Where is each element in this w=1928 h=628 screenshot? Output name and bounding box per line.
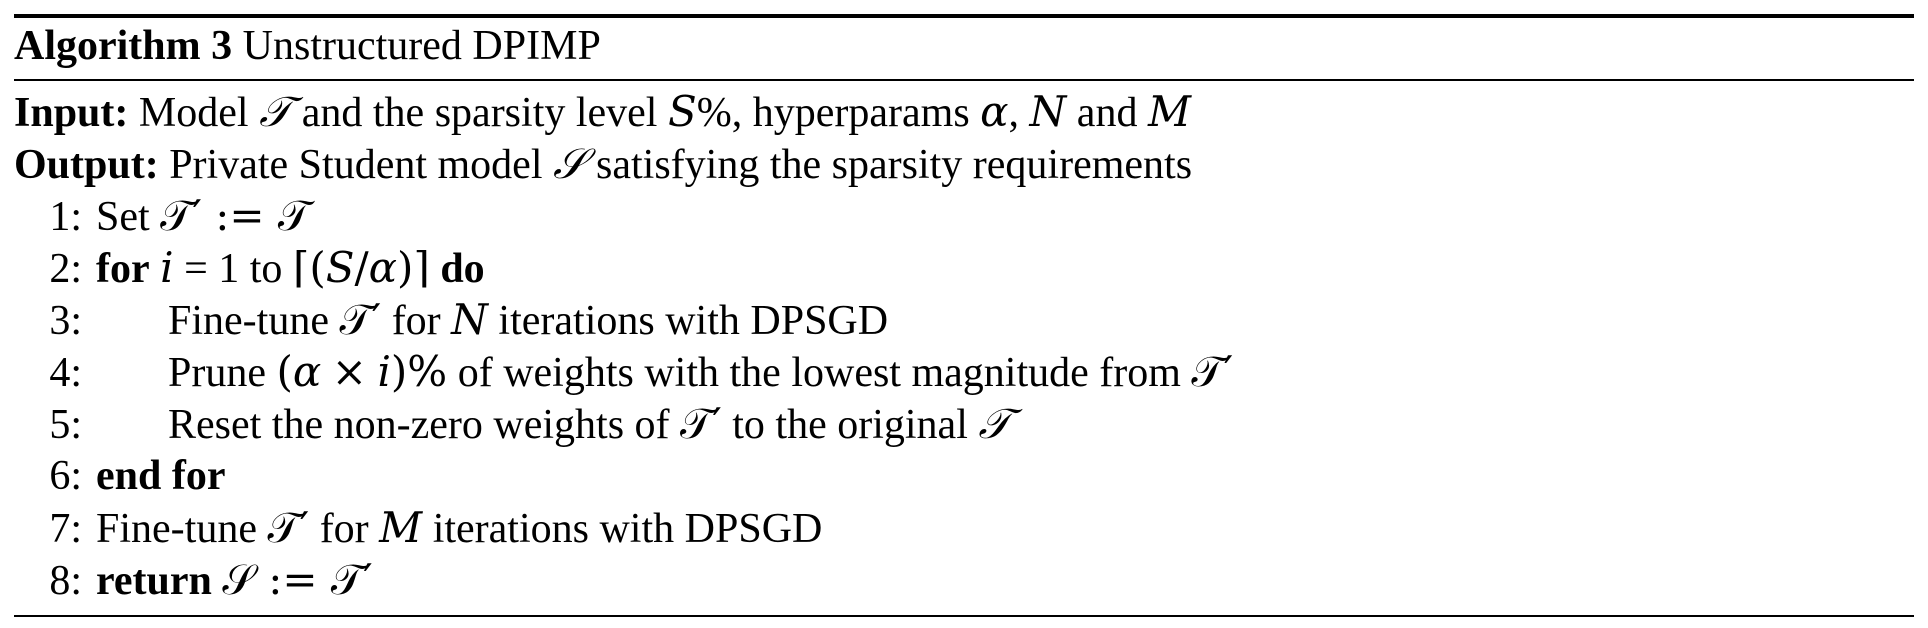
math-i: i (160, 243, 174, 292)
line-text: iterations with DPSGD (432, 506, 823, 552)
input-text: Model (138, 90, 249, 136)
math-alpha: α (292, 347, 322, 396)
math-m: M (1147, 87, 1191, 136)
math-sparsity: S (325, 243, 355, 292)
line-number: 1: (49, 194, 82, 240)
line-text: of weights with the lowest magnitude fro… (457, 350, 1181, 396)
algorithm-line-5: 5: Reset the non-zero weights of 𝒯′ to th… (14, 398, 1011, 451)
line-text: Reset the non-zero weights of (168, 402, 670, 448)
math-slash: / (354, 243, 369, 292)
math-ceil-open: ⌈( (292, 243, 326, 292)
input-label: Input: (14, 90, 129, 136)
caption-rule (14, 79, 1914, 81)
algorithm-label: Algorithm 3 (14, 23, 233, 69)
input-text: , (1008, 90, 1020, 136)
line-number: 2: (49, 246, 82, 292)
algorithm-line-6: 6: end for (14, 450, 226, 502)
line-number: 3: (49, 298, 82, 344)
line-text: Fine-tune (168, 298, 329, 344)
math-paren-close: )% (390, 347, 448, 396)
math-n: N (451, 295, 488, 344)
input-text: and (1076, 90, 1138, 136)
input-line: Input: Model 𝒯 and the sparsity level S%… (14, 86, 1191, 139)
math-teacher-model: 𝒯 (259, 87, 292, 136)
line-text: Prune (168, 350, 266, 396)
keyword-for: for (96, 246, 150, 292)
math-expression: 𝒯′ := 𝒯 (160, 191, 311, 240)
keyword-return: return (96, 558, 212, 604)
output-text: satisfying the sparsity requirements (596, 142, 1193, 188)
bottom-rule (14, 615, 1914, 617)
math-alpha: α (980, 87, 1009, 136)
line-number: 8: (49, 558, 82, 604)
line-text: Set (96, 194, 150, 240)
math-teacher-model: 𝒯 (978, 399, 1011, 448)
keyword-do: do (440, 246, 485, 292)
top-rule (14, 14, 1914, 18)
output-text: Private Student model (169, 142, 543, 188)
line-text: = 1 to (184, 246, 283, 292)
algorithm-line-2: 2: for i = 1 to ⌈(S/α)⌉ do (14, 242, 485, 295)
math-paren-open: ( (276, 347, 293, 396)
math-expression: 𝒮 := 𝒯′ (222, 555, 373, 604)
line-text: Fine-tune (96, 506, 257, 552)
math-teacher-prime: 𝒯′ (1191, 347, 1234, 396)
algorithm-line-7: 7: Fine-tune 𝒯′ for M iterations with DPS… (14, 502, 822, 555)
line-text: iterations with DPSGD (498, 298, 889, 344)
math-i: i (377, 347, 391, 396)
math-times: × (331, 347, 367, 396)
line-number: 6: (49, 453, 82, 499)
math-student-model: 𝒮 (553, 139, 586, 188)
math-m: M (379, 503, 423, 552)
algorithm-caption: Algorithm 3 Unstructured DPIMP (14, 20, 601, 72)
math-alpha: α (368, 243, 398, 292)
algorithm-title: Unstructured DPIMP (242, 23, 601, 69)
line-number: 5: (49, 402, 82, 448)
input-text: %, hyperparams (696, 90, 970, 136)
algorithm-line-3: 3: Fine-tune 𝒯′ for N iterations with DPS… (14, 294, 888, 347)
line-number: 4: (49, 350, 82, 396)
math-sparsity: S (667, 87, 697, 136)
line-number: 7: (49, 506, 82, 552)
keyword-end-for: end for (96, 453, 226, 499)
math-teacher-prime: 𝒯′ (680, 399, 722, 448)
algorithm-block: Algorithm 3 Unstructured DPIMP Input: Mo… (14, 0, 1914, 628)
line-text: for (319, 506, 369, 552)
math-n: N (1029, 87, 1067, 136)
output-label: Output: (14, 142, 159, 188)
math-teacher-prime: 𝒯′ (339, 295, 382, 344)
math-ceil-close: )⌉ (397, 243, 430, 292)
input-text: and the sparsity level (301, 90, 658, 136)
algorithm-line-4: 4: Prune (α × i)% of weights with the low… (14, 346, 1233, 399)
output-line: Output: Private Student model 𝒮 satisfyi… (14, 138, 1192, 191)
algorithm-line-8: 8: return 𝒮 := 𝒯′ (14, 554, 373, 607)
line-text: to the original (732, 402, 968, 448)
algorithm-line-1: 1: Set 𝒯′ := 𝒯 (14, 190, 310, 243)
math-teacher-prime: 𝒯′ (267, 503, 310, 552)
line-text: for (391, 298, 441, 344)
